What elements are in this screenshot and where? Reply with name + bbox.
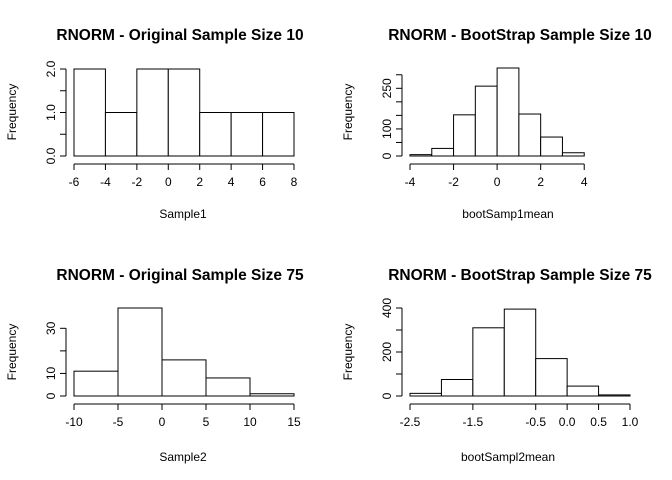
histogram-bar <box>249 393 295 397</box>
x-tick-label: -2 <box>132 175 143 189</box>
x-tick-label: -5 <box>113 415 124 429</box>
histogram-bar <box>73 68 106 157</box>
x-tick-label: 1.0 <box>622 415 639 429</box>
chart-title: RNORM - BootStrap Sample Size 75 <box>388 267 652 284</box>
histogram-bar <box>230 112 264 157</box>
histogram-1: RNORM - Original Sample Size 10 Sample1 … <box>5 27 304 221</box>
x-tick-label: -1.5 <box>463 415 484 429</box>
x-tick-label: 4 <box>581 175 588 189</box>
x-tick-label: -0.5 <box>525 415 546 429</box>
y-axis-label: Frequency <box>5 324 19 381</box>
y-axis-label: Frequency <box>341 84 355 141</box>
x-tick-label: 6 <box>259 175 266 189</box>
histogram-bar <box>431 147 455 157</box>
x-tick-label: 8 <box>291 175 298 189</box>
histogram-bar <box>503 308 537 397</box>
histogram-bar <box>409 392 442 397</box>
x-tick-label: 0.5 <box>590 415 607 429</box>
histogram-bar <box>161 359 207 397</box>
x-axis-label: bootSampl2mean <box>461 450 555 464</box>
y-tick-label: 100 <box>380 119 394 139</box>
histogram-bar <box>535 358 568 397</box>
histogram-bar <box>167 68 201 157</box>
histogram-bar <box>518 113 542 157</box>
x-tick-label: 0 <box>494 175 501 189</box>
y-tick-label: 30 <box>44 321 58 335</box>
histogram-bar <box>496 67 520 157</box>
y-tick-label: 0 <box>44 392 58 399</box>
histogram-bar <box>598 394 631 397</box>
y-tick-label: 400 <box>380 298 394 318</box>
chart-title: RNORM - Original Sample Size 75 <box>56 267 304 284</box>
y-tick-label: 10 <box>44 366 58 380</box>
histogram-bar <box>73 370 119 397</box>
chart-title: RNORM - BootStrap Sample Size 10 <box>388 27 652 44</box>
x-tick-label: 2 <box>196 175 203 189</box>
x-tick-label: -2.5 <box>400 415 421 429</box>
histogram-bar <box>117 307 163 397</box>
histogram-bar <box>440 379 474 397</box>
x-tick-label: -6 <box>69 175 80 189</box>
x-tick-label: 5 <box>203 415 210 429</box>
histogram-bar <box>262 112 295 157</box>
histogram-bar <box>199 112 232 157</box>
y-tick-label: 2.0 <box>44 60 58 77</box>
histogram-bar <box>205 377 251 397</box>
x-tick-label: 0 <box>165 175 172 189</box>
histogram-3: RNORM - Original Sample Size 75 Sample2 … <box>5 267 304 464</box>
x-tick-label: -2 <box>448 175 459 189</box>
x-tick-label: 0.0 <box>559 415 576 429</box>
histogram-4: RNORM - BootStrap Sample Size 75 bootSam… <box>341 267 652 464</box>
x-tick-label: 2 <box>537 175 544 189</box>
x-tick-label: 15 <box>287 415 301 429</box>
y-tick-label: 1.0 <box>44 104 58 121</box>
histogram-bar <box>453 114 476 157</box>
histogram-2: RNORM - BootStrap Sample Size 10 bootSam… <box>341 27 652 221</box>
y-tick-label: 200 <box>380 342 394 362</box>
chart-title: RNORM - Original Sample Size 10 <box>56 27 303 44</box>
y-tick-label: 0 <box>380 392 394 399</box>
x-tick-label: 10 <box>243 415 257 429</box>
y-tick-label: 0 <box>380 152 394 159</box>
histogram-bar <box>474 85 498 157</box>
x-tick-label: -10 <box>65 415 83 429</box>
y-axis-label: Frequency <box>341 324 355 381</box>
y-tick-label: 0.0 <box>44 147 58 164</box>
x-axis-label: Sample2 <box>159 450 207 464</box>
histogram-bar <box>136 68 169 157</box>
histogram-bar <box>104 112 138 157</box>
y-tick-label: 250 <box>380 78 394 98</box>
x-tick-label: 4 <box>228 175 235 189</box>
x-tick-label: 0 <box>159 415 166 429</box>
x-axis-label: bootSamp1mean <box>462 207 553 221</box>
x-axis-label: Sample1 <box>159 207 207 221</box>
x-tick-label: -4 <box>405 175 416 189</box>
histogram-bar <box>540 136 563 157</box>
histogram-bar <box>409 154 433 157</box>
x-tick-label: -4 <box>100 175 111 189</box>
histogram-bar <box>561 152 585 157</box>
y-axis-label: Frequency <box>5 84 19 141</box>
histogram-bar <box>472 327 505 397</box>
histogram-bar <box>566 385 600 397</box>
